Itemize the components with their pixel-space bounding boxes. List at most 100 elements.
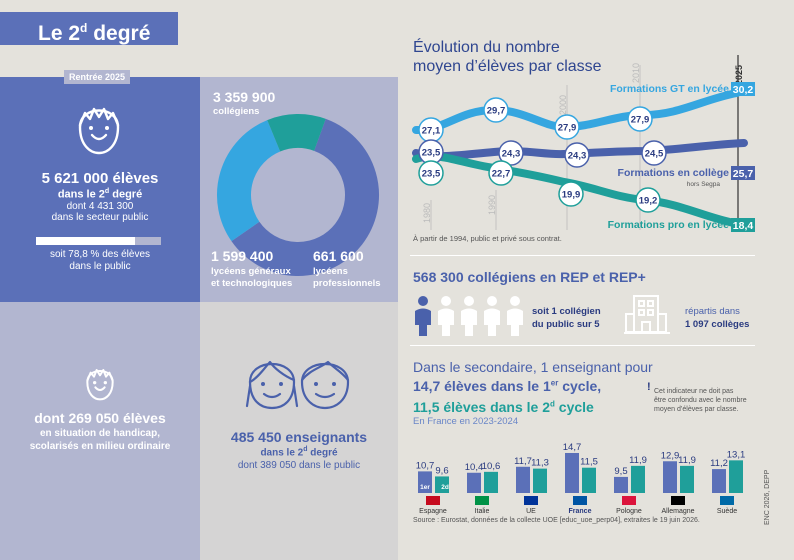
bar-label-italie-cycle2: 10,6	[482, 461, 501, 472]
bar-italie-cycle1	[467, 472, 481, 493]
series-name-pro: Formations pro en lycée	[608, 219, 730, 231]
year-label-1980: 1980	[422, 203, 432, 223]
evolution-title-line1: Évolution du nombre	[413, 39, 560, 56]
year-label-2000: 2000	[558, 95, 568, 115]
rep-ratio-line2: du public sur 5	[532, 319, 600, 330]
college-label: collégiens	[213, 106, 260, 117]
teachers-public: dont 389 050 dans le public	[237, 460, 361, 471]
donut-segment-lycee-pro	[267, 114, 326, 152]
series-line-college	[412, 139, 748, 161]
pupil-icon-filled	[415, 296, 431, 336]
bar-label-pologne-cycle1: 9,5	[614, 466, 627, 477]
series-line-pro	[412, 152, 738, 227]
flag-italie-icon	[475, 496, 489, 505]
category-label-italie: Italie	[475, 508, 490, 515]
bar-ue-cycle1	[516, 466, 530, 493]
rep-colleges-line2: 1 097 collèges	[685, 319, 750, 330]
cycle1-tag: 1er	[420, 484, 430, 491]
rep-title: 568 300 collégiens en REP et REP+	[413, 269, 646, 285]
bar-label-suède-cycle1: 11,2	[710, 458, 728, 469]
page-title: Le 2d degré	[0, 12, 178, 45]
year-label-1990: 1990	[487, 195, 497, 215]
lycee-pro-label1: lycéens	[313, 266, 348, 277]
lycee-gt-value: 1 599 400	[211, 248, 274, 264]
category-label-pologne: Pologne	[616, 508, 642, 515]
warning-icon: !	[647, 381, 651, 393]
flag-espagne-icon	[426, 496, 440, 505]
students-donut	[217, 114, 379, 276]
teachers-panel	[200, 302, 398, 560]
secondary-note-line3: moyen d’élèves par classe.	[654, 406, 739, 413]
donut-segment-lycee-gt	[217, 120, 281, 242]
bar-pologne-cycle2	[631, 465, 645, 493]
point-college-1990: 24,3	[502, 149, 521, 160]
point-gt-2010: 27,9	[631, 115, 650, 126]
public-share-bar	[36, 237, 161, 245]
bar-espagne-cycle2	[435, 476, 449, 493]
secondary-line2: 14,7 élèves dans le 1er cycle,	[413, 378, 602, 394]
public-count: dont 4 431 300	[66, 201, 134, 212]
bar-label-ue-cycle1: 11,7	[514, 456, 532, 467]
point-college-2010: 24,5	[645, 149, 664, 160]
flag-pologne-icon	[622, 496, 636, 505]
rep-colleges-line1: répartis dans	[685, 306, 740, 317]
bar-label-espagne-cycle1: 10,7	[416, 460, 435, 471]
bar-espagne-cycle1	[418, 471, 432, 493]
category-label-france: France	[569, 508, 592, 515]
school-building-icon	[624, 295, 670, 334]
lycee-gt-label2: et technologiques	[211, 278, 293, 289]
secondary-line4: En France en 2023-2024	[413, 416, 519, 427]
handicap-line1: en situation de handicap,	[39, 428, 160, 439]
teachers-count: 485 450 enseignants	[230, 429, 368, 445]
bar-suède-cycle2	[729, 460, 743, 493]
secondary-note-line2: être confondu avec le nombre	[654, 397, 747, 404]
flag-suède-icon	[720, 496, 734, 505]
cycle2-tag: 2d	[441, 484, 449, 491]
share-line1: soit 78,8 % des élèves	[49, 249, 151, 260]
year-label-2010: 2010	[631, 63, 641, 83]
bar-label-suède-cycle2: 13,1	[727, 449, 746, 460]
bar-label-allemagne-cycle2: 11,9	[678, 455, 696, 466]
lycee-pro-value: 661 600	[313, 248, 364, 264]
marker-gt-2000	[554, 114, 580, 140]
point-college-2000: 24,3	[568, 151, 587, 162]
end-value-pro: 18,4	[733, 220, 754, 232]
college-value: 3 359 900	[213, 89, 276, 105]
marker-pro-1980	[418, 160, 444, 186]
credit: ENC 2026, DEPP	[764, 469, 771, 525]
bar-ue-cycle2	[533, 468, 547, 493]
pupils-icon	[415, 296, 523, 336]
lycee-gt-label1: lycéens généraux	[211, 266, 291, 277]
donut-segment-college	[231, 118, 379, 276]
teachers-icon	[245, 360, 350, 410]
series-name-gt: Formations GT en lycée	[610, 83, 729, 95]
bar-allemagne-cycle1	[663, 461, 677, 493]
bar-label-pologne-cycle2: 11,9	[629, 455, 647, 466]
series-name-college: Formations en collège	[618, 167, 730, 179]
category-label-espagne: Espagne	[419, 508, 447, 515]
point-pro-1980: 23,5	[422, 169, 441, 180]
evolution-note: À partir de 1994, public et privé sous c…	[413, 234, 562, 243]
year-gridlines	[430, 55, 739, 230]
source: Source : Eurostat, données de la collect…	[413, 517, 700, 524]
marker-college-1990	[498, 140, 524, 166]
student-face-icon	[78, 107, 120, 155]
bar-label-allemagne-cycle1: 12,9	[661, 450, 680, 461]
bar-france-cycle1	[565, 452, 579, 493]
flag-allemagne-icon	[671, 496, 685, 505]
flag-ue-icon	[524, 496, 538, 505]
bar-allemagne-cycle2	[680, 465, 694, 493]
bar-italie-cycle2	[484, 471, 498, 493]
marker-gt-1990	[483, 97, 509, 123]
students-count: 5 621 000 élèves	[41, 170, 159, 187]
evolution-title-line2: moyen d’élèves par classe	[413, 58, 602, 75]
bar-label-italie-cycle1: 10,4	[465, 462, 484, 473]
point-pro-1990: 22,7	[492, 169, 511, 180]
bar-label-espagne-cycle2: 9,6	[435, 465, 448, 476]
rentree-badge: Rentrée 2025	[64, 70, 131, 84]
point-pro-2000: 19,9	[562, 190, 581, 201]
point-college-1980: 23,5	[422, 148, 441, 159]
child-face-icon	[86, 369, 114, 401]
end-box-college	[731, 166, 755, 180]
marker-pro-2000	[558, 181, 584, 207]
